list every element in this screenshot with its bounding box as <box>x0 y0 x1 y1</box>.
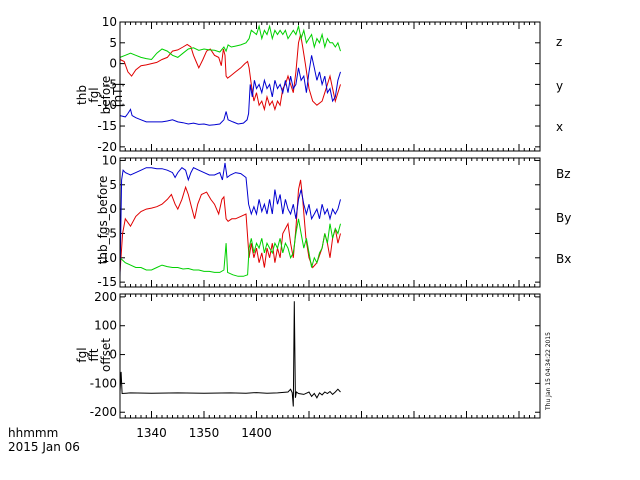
series-line-fgl-fft-offset <box>119 301 341 407</box>
y-tick-label: -5 <box>105 226 117 240</box>
y-tick-label: 0 <box>109 348 117 362</box>
x-tick-label: 1350 <box>189 426 220 440</box>
legend-x: x <box>556 120 563 134</box>
panel-3-frame <box>119 293 541 419</box>
panel-3-series <box>119 301 341 407</box>
y-tick-label: -10 <box>97 98 117 112</box>
y-tick-label: 5 <box>109 178 117 192</box>
panel-1-ylabel-line-2: fgl <box>87 87 101 102</box>
y-tick-label: -20 <box>97 140 117 154</box>
panel-2-frame <box>119 157 541 288</box>
panel-1-ylabel-line-3: before <box>99 76 113 115</box>
y-tick-label: 0 <box>109 57 117 71</box>
legend-z: z <box>556 35 562 49</box>
series-line-y <box>119 24 341 61</box>
panel-3-ylabel-line-1: fgl <box>75 347 89 362</box>
y-tick-label: -100 <box>90 376 117 390</box>
panel-1-ylabel-line-4: [nT] <box>111 83 125 107</box>
y-tick-label: -15 <box>97 119 117 133</box>
series-line-z <box>119 34 341 112</box>
legend-bx: Bx <box>556 252 571 266</box>
series-line-by <box>119 218 341 277</box>
y-tick-label: -200 <box>90 405 117 419</box>
panel-2-series <box>119 162 341 278</box>
panel-1-y-ticks: 10 5 0 -5 -10 -15 -20 <box>97 15 540 154</box>
panel-2-y-ticks: 10 5 0 -5 -10 -15 <box>97 153 540 289</box>
x-tick-label: 1400 <box>241 426 272 440</box>
y-tick-label: -15 <box>97 275 117 289</box>
footer-line-1: hhmmm <box>8 426 58 440</box>
y-tick-label: -10 <box>97 251 117 265</box>
panel-2-fgs: thb_fgs_before 10 5 0 -5 -10 -15 Bz By Bx <box>96 153 571 289</box>
panel-3-ylabel-line-2: fft <box>87 348 101 361</box>
y-tick-label: 10 <box>102 15 117 29</box>
panel-1-series <box>119 24 341 126</box>
y-tick-label: 10 <box>102 153 117 167</box>
y-tick-label: 0 <box>109 202 117 216</box>
panel-3-ylabel-line-3: offset <box>99 338 113 372</box>
panel-1-ylabel-line-1: thb <box>75 85 89 105</box>
panel-2-ylabel: thb_fgs_before <box>96 176 110 265</box>
x-tick-label: 1340 <box>136 426 167 440</box>
legend-by: By <box>556 211 571 225</box>
y-tick-label: -5 <box>105 77 117 91</box>
y-tick-label: 100 <box>94 319 117 333</box>
legend-bz: Bz <box>556 167 571 181</box>
timestamp-stamp: Thu Jan 15 04:34:22 2015 <box>545 332 552 411</box>
panel-3-offset: fgl fft offset 200 100 0 -100 -200 <box>75 290 541 419</box>
legend-y: y <box>556 79 563 93</box>
panel-1-frame <box>119 21 541 152</box>
x-axis: 1340 1350 1400 <box>124 22 536 440</box>
y-tick-label: 5 <box>109 36 117 50</box>
series-line-x <box>119 55 341 126</box>
footer-line-2: 2015 Jan 06 <box>8 440 80 454</box>
panel-3-y-ticks: 200 100 0 -100 -200 <box>90 290 540 419</box>
y-tick-label: 200 <box>94 290 117 304</box>
series-line-bz <box>119 179 341 273</box>
series-line-bx <box>119 162 341 278</box>
